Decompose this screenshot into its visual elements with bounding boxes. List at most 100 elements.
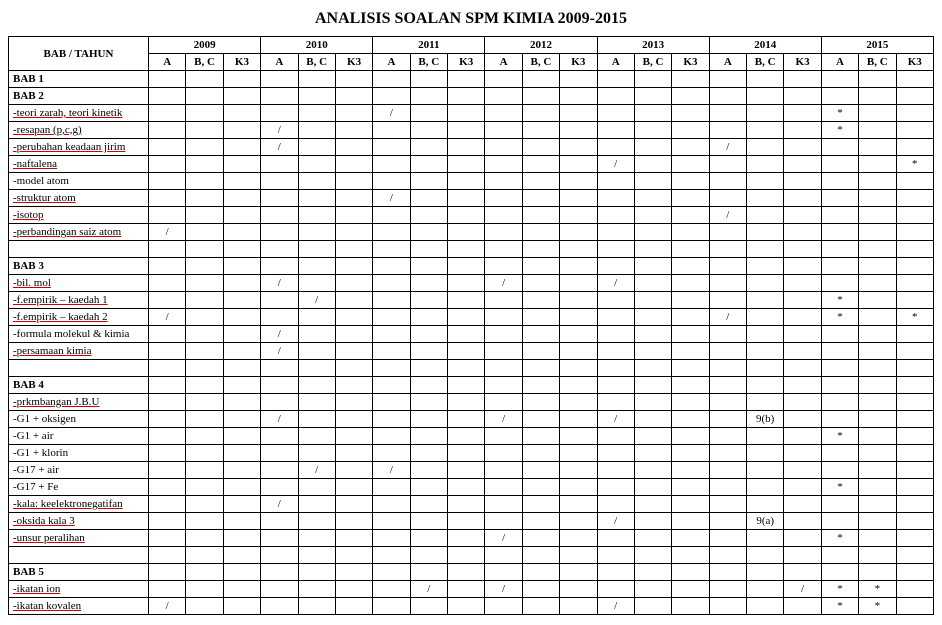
data-cell (448, 394, 485, 411)
data-cell (634, 479, 671, 496)
data-cell: / (410, 581, 447, 598)
data-cell (149, 564, 186, 581)
data-cell (522, 309, 559, 326)
row-label: -naftalena (9, 156, 149, 173)
data-cell (784, 190, 821, 207)
row-label: -persamaan kimia (9, 343, 149, 360)
data-cell (448, 445, 485, 462)
data-cell (186, 462, 223, 479)
data-cell (896, 292, 934, 309)
data-cell: / (709, 139, 746, 156)
data-cell (747, 530, 784, 547)
row-label: -f.empirik – kaedah 2 (9, 309, 149, 326)
row-label: BAB 3 (9, 258, 149, 275)
data-cell (634, 445, 671, 462)
data-cell (597, 71, 634, 88)
data-cell: / (597, 598, 634, 615)
data-cell (485, 377, 522, 394)
data-cell (149, 156, 186, 173)
data-cell (672, 88, 709, 105)
data-cell (485, 598, 522, 615)
data-cell (522, 224, 559, 241)
data-cell (747, 207, 784, 224)
data-cell (672, 564, 709, 581)
data-cell (522, 394, 559, 411)
data-cell (335, 377, 372, 394)
data-cell: / (485, 530, 522, 547)
data-cell (149, 513, 186, 530)
row-label: BAB 1 (9, 71, 149, 88)
data-cell (859, 377, 896, 394)
header-sub: B, C (522, 54, 559, 71)
data-cell (672, 258, 709, 275)
data-cell (298, 445, 335, 462)
data-cell (335, 394, 372, 411)
data-cell (634, 530, 671, 547)
data-cell (560, 428, 597, 445)
data-cell (373, 258, 410, 275)
data-cell (186, 496, 223, 513)
data-cell (373, 411, 410, 428)
data-cell (597, 292, 634, 309)
data-cell (373, 139, 410, 156)
data-cell (672, 530, 709, 547)
data-cell (896, 428, 934, 445)
data-cell (485, 513, 522, 530)
data-cell (672, 343, 709, 360)
data-cell (747, 377, 784, 394)
data-cell (597, 377, 634, 394)
data-cell (448, 581, 485, 598)
data-cell (709, 479, 746, 496)
data-cell (672, 122, 709, 139)
data-cell (410, 479, 447, 496)
data-cell (597, 224, 634, 241)
data-cell (896, 581, 934, 598)
row-label: -perubahan keadaan jirim (9, 139, 149, 156)
data-cell (298, 581, 335, 598)
data-cell: / (373, 462, 410, 479)
row-label: BAB 2 (9, 88, 149, 105)
data-cell (448, 207, 485, 224)
data-cell: / (298, 462, 335, 479)
data-cell (149, 530, 186, 547)
header-year: 2015 (821, 37, 933, 54)
data-cell (410, 462, 447, 479)
data-cell (634, 71, 671, 88)
row-label: -resapan (p,c,g) (9, 122, 149, 139)
data-cell (373, 598, 410, 615)
data-cell (261, 394, 298, 411)
data-cell (560, 207, 597, 224)
data-cell (410, 377, 447, 394)
data-cell (747, 173, 784, 190)
data-cell (448, 343, 485, 360)
data-cell (448, 564, 485, 581)
data-cell (709, 428, 746, 445)
data-cell (186, 394, 223, 411)
data-cell (560, 377, 597, 394)
data-cell (784, 564, 821, 581)
data-cell (261, 462, 298, 479)
data-cell (784, 496, 821, 513)
data-cell (186, 207, 223, 224)
data-cell: / (597, 513, 634, 530)
data-cell (186, 598, 223, 615)
data-cell (672, 309, 709, 326)
data-cell (522, 71, 559, 88)
data-cell (261, 292, 298, 309)
data-cell (448, 598, 485, 615)
data-cell: / (485, 275, 522, 292)
data-cell (896, 207, 934, 224)
data-cell (597, 258, 634, 275)
header-sub: A (149, 54, 186, 71)
page-title: ANALISIS SOALAN SPM KIMIA 2009-2015 (8, 10, 934, 28)
data-cell (448, 173, 485, 190)
header-sub: B, C (186, 54, 223, 71)
data-cell (149, 173, 186, 190)
data-cell (335, 530, 372, 547)
data-cell (634, 258, 671, 275)
data-cell (821, 513, 858, 530)
spacer-cell (9, 547, 149, 564)
data-cell (560, 326, 597, 343)
data-cell (709, 445, 746, 462)
data-cell (522, 496, 559, 513)
